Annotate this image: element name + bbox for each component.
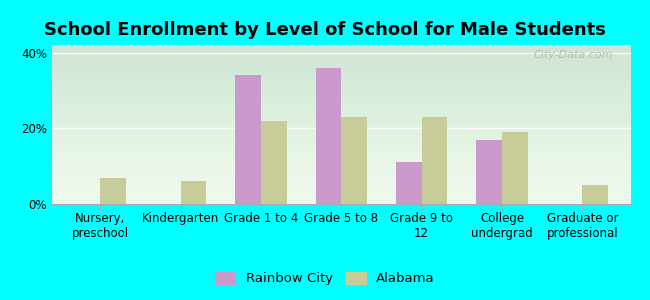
Bar (100, 178, 126, 204)
Bar (422, 117, 447, 204)
Bar (235, 75, 261, 204)
Legend: Rainbow City, Alabama: Rainbow City, Alabama (210, 266, 440, 290)
Text: School Enrollment by Level of School for Male Students: School Enrollment by Level of School for… (44, 21, 606, 39)
Bar (315, 68, 341, 204)
Bar (476, 140, 502, 204)
Text: City-Data.com: City-Data.com (534, 50, 613, 60)
Bar (261, 121, 287, 204)
Bar (582, 185, 608, 204)
Bar (341, 117, 367, 204)
Bar (181, 181, 206, 204)
Bar (396, 162, 422, 204)
Bar (502, 132, 528, 204)
